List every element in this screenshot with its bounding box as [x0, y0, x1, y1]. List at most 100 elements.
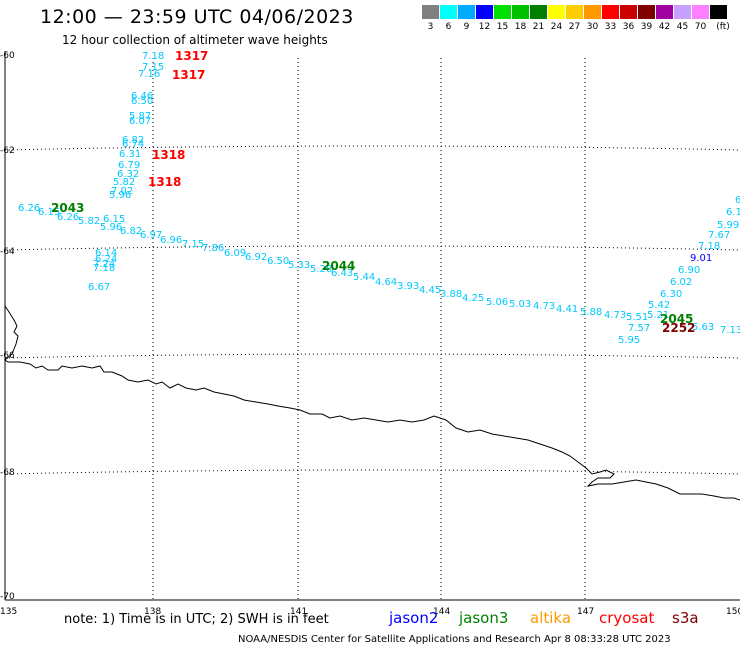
- swh-value: 5.21: [647, 310, 669, 321]
- scale-swatch: [458, 5, 475, 19]
- swh-value: 7.16: [138, 69, 160, 80]
- coastline: [4, 305, 740, 501]
- scale-swatch: [620, 5, 637, 19]
- swh-value: 6.26: [57, 212, 79, 223]
- swh-value: 6.07: [129, 116, 151, 127]
- latitude-labels: -60 -62 -64 -66 -68 -70: [0, 51, 15, 602]
- swh-value: 7.57: [628, 323, 650, 334]
- swh-value: 5.96: [109, 190, 131, 201]
- swh-value: 6.32: [117, 169, 139, 180]
- swh-value: 5.51: [626, 312, 648, 323]
- swh-value: 6: [735, 195, 740, 206]
- swh-value: 7.67: [708, 230, 730, 241]
- swh-observations: 7.187.157.166.466.505.876.076.826.746.31…: [18, 51, 740, 346]
- swh-value: 6.90: [678, 265, 700, 276]
- footer-note: note: 1) Time is in UTC; 2) SWH is in fe…: [64, 612, 329, 627]
- swh-value: 7.18: [93, 263, 115, 274]
- latitude-label: -66: [0, 351, 15, 361]
- swh-value: 5.95: [618, 335, 640, 346]
- mission-jason2: jason2: [389, 609, 439, 627]
- swh-value: 6.46: [131, 91, 153, 102]
- longitude-label: 135: [0, 607, 17, 617]
- scale-label: 70: [694, 22, 707, 32]
- scale-label: 3: [427, 22, 434, 32]
- swh-value: 5.82: [113, 177, 135, 188]
- swh-value: 5.06: [486, 297, 508, 308]
- mission-s3a: s3a: [672, 609, 699, 627]
- longitude-label: 141: [290, 607, 307, 617]
- swh-value: 7.13: [720, 325, 740, 336]
- scale-swatch: [530, 5, 547, 19]
- swh-value: 6.30: [660, 289, 682, 300]
- mission-cryosat: cryosat: [599, 609, 655, 627]
- longitude-label: 144: [433, 607, 450, 617]
- swh-value: 6.50: [131, 96, 153, 107]
- scale-swatch: [512, 5, 529, 19]
- swh-value: 7.02: [111, 186, 133, 197]
- scale-label: 45: [676, 22, 689, 32]
- swh-value: 6.15: [38, 207, 60, 218]
- scale-label: 21: [532, 22, 545, 32]
- scale-label: 30: [586, 22, 599, 32]
- swh-value: 4.64: [375, 277, 397, 288]
- pass-time-label: 2045: [660, 312, 693, 326]
- scale-swatch: [602, 5, 619, 19]
- scale-swatch: [566, 5, 583, 19]
- swh-value: 9.01: [690, 253, 712, 264]
- longitude-labels: 135 138 141 144 147 150: [0, 607, 740, 617]
- scale-unit-label: (ft): [716, 22, 730, 32]
- map-subtitle: 12 hour collection of altimeter wave hei…: [62, 33, 328, 47]
- scale-swatch: [692, 5, 709, 19]
- scale-swatch: [656, 5, 673, 19]
- scale-swatch: [584, 5, 601, 19]
- scale-swatch: [476, 5, 493, 19]
- scale-label: 6: [445, 22, 452, 32]
- scale-label: 33: [604, 22, 617, 32]
- swh-value: 5.44: [353, 272, 375, 283]
- swh-value: 4.45: [419, 285, 441, 296]
- pass-time-label: 1318: [148, 175, 181, 189]
- longitude-label: 138: [144, 607, 161, 617]
- swh-value: 5.28: [310, 264, 332, 275]
- pass-time-label: 2043: [51, 201, 84, 215]
- scale-label: 12: [478, 22, 491, 32]
- swh-value: 6.31: [119, 149, 141, 160]
- graticule: [4, 58, 740, 600]
- swh-value: 7.15: [142, 62, 164, 73]
- swh-value: 5.88: [580, 307, 602, 318]
- scale-label: 15: [496, 22, 509, 32]
- scale-swatch: [440, 5, 457, 19]
- scale-label: 39: [640, 22, 653, 32]
- latitude-label: -62: [0, 146, 15, 156]
- longitude-label: 150: [726, 607, 740, 617]
- swh-value: 6.74: [122, 139, 144, 150]
- latitude-label: -64: [0, 247, 15, 257]
- scale-label: 36: [622, 22, 635, 32]
- latitude-label: -70: [0, 592, 15, 602]
- swh-value: 4.25: [462, 293, 484, 304]
- swh-value: 6.50: [267, 256, 289, 267]
- swh-value: 6.14: [95, 248, 117, 259]
- swh-value: 5.99: [717, 220, 739, 231]
- swh-value: 4.41: [556, 304, 578, 315]
- scale-swatch: [548, 5, 565, 19]
- swh-value: 3.88: [440, 289, 462, 300]
- swh-value: 6.82: [120, 226, 142, 237]
- swh-value: 5.63: [692, 322, 714, 333]
- parallel-62: [4, 145, 740, 151]
- swh-value: 6.92: [245, 252, 267, 263]
- footer-credit: NOAA/NESDIS Center for Satellite Applica…: [238, 634, 671, 645]
- mission-jason3: jason3: [459, 609, 509, 627]
- swh-value: 6.09: [224, 248, 246, 259]
- swh-value: 5.33: [288, 260, 310, 271]
- longitude-label: 147: [577, 607, 594, 617]
- pass-time-label: 1317: [175, 49, 208, 63]
- map-title: 12:00 — 23:59 UTC 04/06/2023: [40, 6, 354, 28]
- mission-altika: altika: [530, 609, 572, 627]
- swh-value: 5.87: [129, 111, 151, 122]
- pass-time-label: 2252: [662, 321, 695, 335]
- swh-value: 5.03: [509, 299, 531, 310]
- swh-value: 6.26: [18, 203, 40, 214]
- latitude-label: -60: [0, 51, 15, 61]
- scale-swatch: [638, 5, 655, 19]
